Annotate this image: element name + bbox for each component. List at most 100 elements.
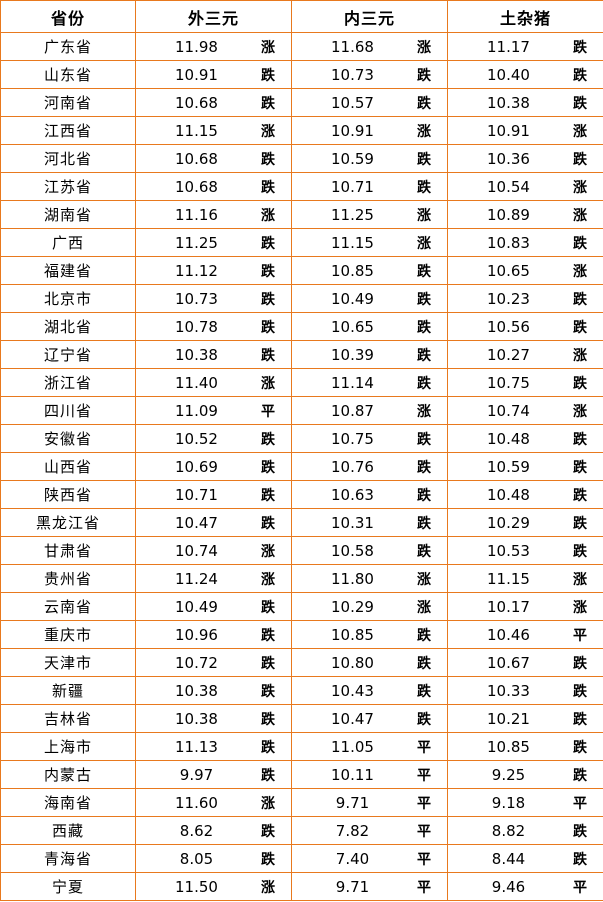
province-cell: 辽宁省 xyxy=(0,340,136,369)
wai-san-yuan-price: 11.15 xyxy=(175,121,218,140)
tu-za-zhu-trend: 跌 xyxy=(573,515,587,532)
nei-san-yuan-cell: 10.43 跌 xyxy=(291,676,448,705)
tu-za-zhu-cell: 9.25 跌 xyxy=(447,760,603,789)
nei-san-yuan-trend: 跌 xyxy=(417,291,431,308)
tu-za-zhu-trend: 跌 xyxy=(573,543,587,560)
tu-za-zhu-price: 8.82 xyxy=(491,821,526,840)
province-cell: 西藏 xyxy=(0,816,136,845)
table-row: 吉林省 10.38 跌 10.47 跌 10.21 跌 xyxy=(0,704,603,733)
province-cell: 宁夏 xyxy=(0,872,136,901)
tu-za-zhu-price: 9.46 xyxy=(491,877,526,896)
nei-san-yuan-cell: 7.40 平 xyxy=(291,844,448,873)
nei-san-yuan-trend: 涨 xyxy=(417,403,431,420)
wai-san-yuan-price: 11.25 xyxy=(175,233,218,252)
nei-san-yuan-price: 11.80 xyxy=(331,569,374,588)
table-row: 河北省 10.68 跌 10.59 跌 10.36 跌 xyxy=(0,144,603,173)
tu-za-zhu-trend: 跌 xyxy=(573,767,587,784)
table-row: 广东省 11.98 涨 11.68 涨 11.17 跌 xyxy=(0,32,603,61)
wai-san-yuan-price: 8.62 xyxy=(179,821,214,840)
wai-san-yuan-price: 11.13 xyxy=(175,737,218,756)
province-cell: 湖北省 xyxy=(0,312,136,341)
wai-san-yuan-trend: 跌 xyxy=(261,291,275,308)
tu-za-zhu-price: 10.89 xyxy=(487,205,530,224)
wai-san-yuan-price: 11.98 xyxy=(175,37,218,56)
wai-san-yuan-price: 11.60 xyxy=(175,793,218,812)
table-row: 上海市 11.13 跌 11.05 平 10.85 跌 xyxy=(0,732,603,761)
wai-san-yuan-trend: 跌 xyxy=(261,431,275,448)
tu-za-zhu-cell: 9.18 平 xyxy=(447,788,603,817)
nei-san-yuan-trend: 跌 xyxy=(417,655,431,672)
wai-san-yuan-trend: 跌 xyxy=(261,599,275,616)
province-cell: 吉林省 xyxy=(0,704,136,733)
province-cell: 海南省 xyxy=(0,788,136,817)
table-row: 陕西省 10.71 跌 10.63 跌 10.48 跌 xyxy=(0,480,603,509)
tu-za-zhu-price: 8.44 xyxy=(491,849,526,868)
wai-san-yuan-cell: 10.68 跌 xyxy=(135,88,292,117)
wai-san-yuan-trend: 跌 xyxy=(261,767,275,784)
tu-za-zhu-trend: 跌 xyxy=(573,291,587,308)
tu-za-zhu-cell: 10.23 跌 xyxy=(447,284,603,313)
wai-san-yuan-price: 10.38 xyxy=(175,345,218,364)
tu-za-zhu-trend: 跌 xyxy=(573,487,587,504)
tu-za-zhu-trend: 平 xyxy=(573,627,587,644)
nei-san-yuan-trend: 跌 xyxy=(417,67,431,84)
table-row: 新疆 10.38 跌 10.43 跌 10.33 跌 xyxy=(0,676,603,705)
tu-za-zhu-price: 10.91 xyxy=(487,121,530,140)
nei-san-yuan-cell: 10.80 跌 xyxy=(291,648,448,677)
wai-san-yuan-cell: 10.74 涨 xyxy=(135,536,292,565)
tu-za-zhu-cell: 10.40 跌 xyxy=(447,60,603,89)
tu-za-zhu-cell: 10.27 涨 xyxy=(447,340,603,369)
province-cell: 四川省 xyxy=(0,396,136,425)
nei-san-yuan-trend: 跌 xyxy=(417,711,431,728)
tu-za-zhu-trend: 跌 xyxy=(573,739,587,756)
province-cell: 福建省 xyxy=(0,256,136,285)
nei-san-yuan-trend: 平 xyxy=(417,823,431,840)
wai-san-yuan-cell: 8.05 跌 xyxy=(135,844,292,873)
wai-san-yuan-trend: 跌 xyxy=(261,515,275,532)
tu-za-zhu-trend: 跌 xyxy=(573,851,587,868)
wai-san-yuan-price: 10.91 xyxy=(175,65,218,84)
wai-san-yuan-price: 10.78 xyxy=(175,317,218,336)
tu-za-zhu-cell: 10.46 平 xyxy=(447,620,603,649)
table-row: 西藏 8.62 跌 7.82 平 8.82 跌 xyxy=(0,816,603,845)
nei-san-yuan-trend: 涨 xyxy=(417,571,431,588)
wai-san-yuan-trend: 跌 xyxy=(261,235,275,252)
province-cell: 内蒙古 xyxy=(0,760,136,789)
table-row: 内蒙古 9.97 跌 10.11 平 9.25 跌 xyxy=(0,760,603,789)
table-row: 海南省 11.60 涨 9.71 平 9.18 平 xyxy=(0,788,603,817)
province-cell: 广东省 xyxy=(0,32,136,61)
wai-san-yuan-trend: 跌 xyxy=(261,179,275,196)
nei-san-yuan-price: 10.43 xyxy=(331,681,374,700)
nei-san-yuan-price: 9.71 xyxy=(335,793,370,812)
province-cell: 天津市 xyxy=(0,648,136,677)
province-cell: 山东省 xyxy=(0,60,136,89)
province-cell: 浙江省 xyxy=(0,368,136,397)
province-cell: 北京市 xyxy=(0,284,136,313)
table-row: 甘肃省 10.74 涨 10.58 跌 10.53 跌 xyxy=(0,536,603,565)
wai-san-yuan-price: 10.38 xyxy=(175,709,218,728)
tu-za-zhu-cell: 10.75 跌 xyxy=(447,368,603,397)
tu-za-zhu-cell: 10.53 跌 xyxy=(447,536,603,565)
table-row: 安徽省 10.52 跌 10.75 跌 10.48 跌 xyxy=(0,424,603,453)
nei-san-yuan-trend: 跌 xyxy=(417,179,431,196)
wai-san-yuan-trend: 涨 xyxy=(261,39,275,56)
wai-san-yuan-price: 9.97 xyxy=(179,765,214,784)
wai-san-yuan-trend: 跌 xyxy=(261,67,275,84)
nei-san-yuan-trend: 跌 xyxy=(417,151,431,168)
tu-za-zhu-cell: 10.65 涨 xyxy=(447,256,603,285)
tu-za-zhu-trend: 跌 xyxy=(573,151,587,168)
tu-za-zhu-cell: 10.29 跌 xyxy=(447,508,603,537)
wai-san-yuan-trend: 跌 xyxy=(261,487,275,504)
tu-za-zhu-price: 9.18 xyxy=(491,793,526,812)
wai-san-yuan-trend: 跌 xyxy=(261,459,275,476)
tu-za-zhu-cell: 11.17 跌 xyxy=(447,32,603,61)
table-row: 河南省 10.68 跌 10.57 跌 10.38 跌 xyxy=(0,88,603,117)
table-row: 四川省 11.09 平 10.87 涨 10.74 涨 xyxy=(0,396,603,425)
wai-san-yuan-price: 10.68 xyxy=(175,177,218,196)
table-row: 青海省 8.05 跌 7.40 平 8.44 跌 xyxy=(0,844,603,873)
wai-san-yuan-cell: 10.91 跌 xyxy=(135,60,292,89)
nei-san-yuan-price: 11.25 xyxy=(331,205,374,224)
table-row: 江苏省 10.68 跌 10.71 跌 10.54 涨 xyxy=(0,172,603,201)
column-header-province: 省份 xyxy=(0,0,136,33)
wai-san-yuan-cell: 10.68 跌 xyxy=(135,144,292,173)
